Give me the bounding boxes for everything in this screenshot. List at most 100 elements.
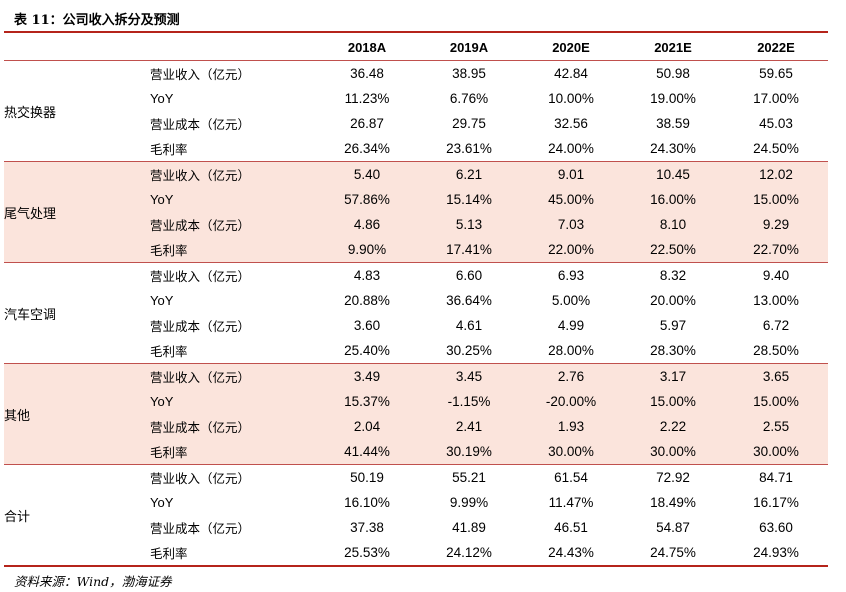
header-year: 2021E (654, 39, 692, 55)
table-row: YoY 11.23% 6.76% 10.00% 19.00% 17.00% (4, 86, 828, 111)
table-row: 其他 营业收入（亿元） 3.49 3.45 2.76 3.17 3.65 (4, 363, 828, 465)
top-rule (4, 31, 828, 33)
table-cell: 30.19% (418, 439, 520, 465)
table-cell: 18.49% (650, 495, 696, 510)
header-year: 2018A (347, 39, 387, 55)
table-cell: 24.43% (548, 545, 594, 560)
table-cell: 50.98 (622, 60, 724, 86)
table-row: 毛利率 25.53% 24.12% 24.43% 24.75% 24.93% (4, 540, 828, 565)
table-cell: 30.00% (622, 439, 724, 465)
table-cell: -20.00% (520, 389, 622, 414)
segment-name: 尾气处理 (4, 161, 150, 263)
table-cell: 20.00% (650, 293, 696, 308)
segment-name: 合计 (4, 464, 150, 565)
table-cell: 20.88% (344, 293, 390, 308)
table-cell: 45.03 (759, 116, 793, 131)
table-cell: 46.51 (554, 520, 588, 535)
metric-label: 毛利率 (150, 439, 316, 465)
table-cell: 5.40 (316, 161, 418, 187)
table-cell: 38.95 (418, 60, 520, 86)
table-cell: 6.76% (449, 91, 489, 106)
table-cell: 4.83 (316, 262, 418, 288)
table-row: 尾气处理 营业收入（亿元） 5.40 6.21 9.01 10.45 12.02 (4, 161, 828, 263)
table-cell: 8.32 (622, 262, 724, 288)
header-blank (4, 34, 150, 61)
table-cell: 2.76 (520, 363, 622, 389)
table-cell: 36.64% (446, 293, 492, 308)
table-cell: 36.48 (316, 60, 418, 86)
table-cell: 4.99 (557, 318, 585, 333)
table-cell: 11.47% (548, 495, 594, 510)
table-cell: 12.02 (724, 161, 828, 187)
table-cell: 24.12% (446, 545, 492, 560)
table-cell: 19.00% (650, 91, 696, 106)
table-cell: 5.97 (659, 318, 687, 333)
metric-label: 营业收入（亿元） (150, 363, 316, 389)
table-cell: 54.87 (656, 520, 690, 535)
metric-label: 营业成本（亿元） (150, 319, 251, 334)
table-row: 毛利率 41.44% 30.19% 30.00% 30.00% 30.00% (4, 439, 828, 465)
metric-label: YoY (150, 187, 316, 212)
table-cell: 24.00% (548, 141, 594, 156)
table-row: 毛利率 25.40% 30.25% 28.00% 28.30% 28.50% (4, 338, 828, 364)
table-cell: 3.65 (724, 363, 828, 389)
metric-label: 营业成本（亿元） (150, 414, 316, 439)
table-row: 热交换器 营业收入（亿元） 36.48 38.95 42.84 50.98 59.65 (4, 60, 828, 162)
table-cell: 55.21 (418, 464, 520, 490)
table-cell: 7.03 (520, 212, 622, 237)
metric-label: YoY (150, 389, 316, 414)
metric-label: 营业成本（亿元） (150, 521, 251, 536)
table-cell: 3.60 (353, 318, 381, 333)
source-note: 资料来源：Wind，渤海证券 (14, 574, 172, 589)
table-title: 表 11：公司收入拆分及预测 (14, 13, 180, 28)
table-cell: 17.41% (418, 237, 520, 263)
table-row: YoY 20.88% 36.64% 5.00% 20.00% 13.00% (4, 288, 828, 313)
table-cell: 61.54 (520, 464, 622, 490)
header-year: 2022E (757, 39, 795, 55)
table-cell: 15.14% (418, 187, 520, 212)
revenue-breakdown-table: 2018A 2019A 2020E 2021E 2022E 热交换器 营业收入（亿… (4, 34, 828, 565)
metric-label: 毛利率 (150, 237, 316, 263)
table-cell: 13.00% (753, 293, 799, 308)
table-cell: 50.19 (316, 464, 418, 490)
table-cell: 24.93% (753, 545, 799, 560)
table-cell: 38.59 (656, 116, 690, 131)
table-cell: 37.38 (350, 520, 384, 535)
metric-label: 营业成本（亿元） (150, 212, 316, 237)
table-cell: 28.30% (650, 343, 696, 358)
table-row: YoY 16.10% 9.99% 11.47% 18.49% 16.17% (4, 490, 828, 515)
table-cell: 3.49 (316, 363, 418, 389)
table-cell: 16.00% (622, 187, 724, 212)
table-cell: 10.00% (548, 91, 594, 106)
table-cell: -1.15% (418, 389, 520, 414)
table-cell: 2.55 (724, 414, 828, 439)
metric-label: 营业收入（亿元） (150, 464, 316, 490)
header-row: 2018A 2019A 2020E 2021E 2022E (4, 34, 828, 61)
header-year: 2019A (449, 39, 489, 55)
bottom-rule (4, 565, 828, 567)
table-cell: 26.34% (344, 141, 390, 156)
table-cell: 15.00% (724, 389, 828, 414)
metric-label: YoY (150, 293, 174, 308)
table-cell: 2.41 (418, 414, 520, 439)
table-row: 汽车空调 营业收入（亿元） 4.83 6.60 6.93 8.32 9.40 (4, 262, 828, 364)
table-row: 营业成本（亿元） 4.86 5.13 7.03 8.10 9.29 (4, 212, 828, 237)
table-row: 营业成本（亿元） 37.38 41.89 46.51 54.87 63.60 (4, 515, 828, 540)
table-row: 营业成本（亿元） 2.04 2.41 1.93 2.22 2.55 (4, 414, 828, 439)
table-cell: 15.00% (724, 187, 828, 212)
table-cell: 45.00% (520, 187, 622, 212)
table-cell: 2.04 (316, 414, 418, 439)
segment-name: 汽车空调 (4, 262, 150, 364)
table-cell: 72.92 (622, 464, 724, 490)
metric-label: 毛利率 (150, 344, 188, 359)
table-cell: 63.60 (759, 520, 793, 535)
table-cell: 1.93 (520, 414, 622, 439)
table-cell: 41.89 (452, 520, 486, 535)
segment-group: 热交换器 营业收入（亿元） 36.48 38.95 42.84 50.98 59.65 YoY… (4, 60, 828, 162)
table-cell: 4.61 (455, 318, 483, 333)
metric-label: 毛利率 (150, 142, 188, 157)
table-cell: 9.01 (520, 161, 622, 187)
segment-name: 热交换器 (4, 60, 150, 162)
metric-label: YoY (150, 91, 174, 106)
table-cell: 28.00% (548, 343, 594, 358)
